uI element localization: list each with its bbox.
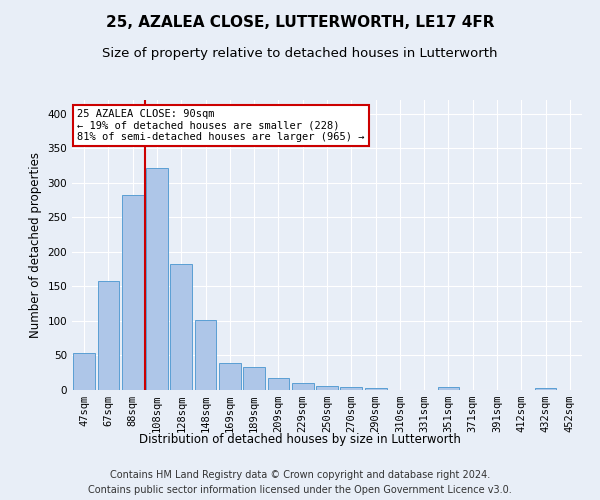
Bar <box>73 354 95 390</box>
Bar <box>146 168 168 390</box>
Bar <box>535 388 556 390</box>
Text: Distribution of detached houses by size in Lutterworth: Distribution of detached houses by size … <box>139 432 461 446</box>
Bar <box>170 264 192 390</box>
Y-axis label: Number of detached properties: Number of detached properties <box>29 152 42 338</box>
Bar <box>97 281 119 390</box>
Bar <box>365 388 386 390</box>
Text: Contains HM Land Registry data © Crown copyright and database right 2024.: Contains HM Land Registry data © Crown c… <box>110 470 490 480</box>
Text: 25, AZALEA CLOSE, LUTTERWORTH, LE17 4FR: 25, AZALEA CLOSE, LUTTERWORTH, LE17 4FR <box>106 15 494 30</box>
Bar <box>292 383 314 390</box>
Bar <box>122 194 143 390</box>
Bar <box>437 387 460 390</box>
Bar <box>340 387 362 390</box>
Bar <box>243 367 265 390</box>
Bar <box>316 386 338 390</box>
Bar <box>194 320 217 390</box>
Text: Size of property relative to detached houses in Lutterworth: Size of property relative to detached ho… <box>102 48 498 60</box>
Text: Contains public sector information licensed under the Open Government Licence v3: Contains public sector information licen… <box>88 485 512 495</box>
Bar <box>219 363 241 390</box>
Bar <box>268 378 289 390</box>
Text: 25 AZALEA CLOSE: 90sqm
← 19% of detached houses are smaller (228)
81% of semi-de: 25 AZALEA CLOSE: 90sqm ← 19% of detached… <box>77 108 365 142</box>
